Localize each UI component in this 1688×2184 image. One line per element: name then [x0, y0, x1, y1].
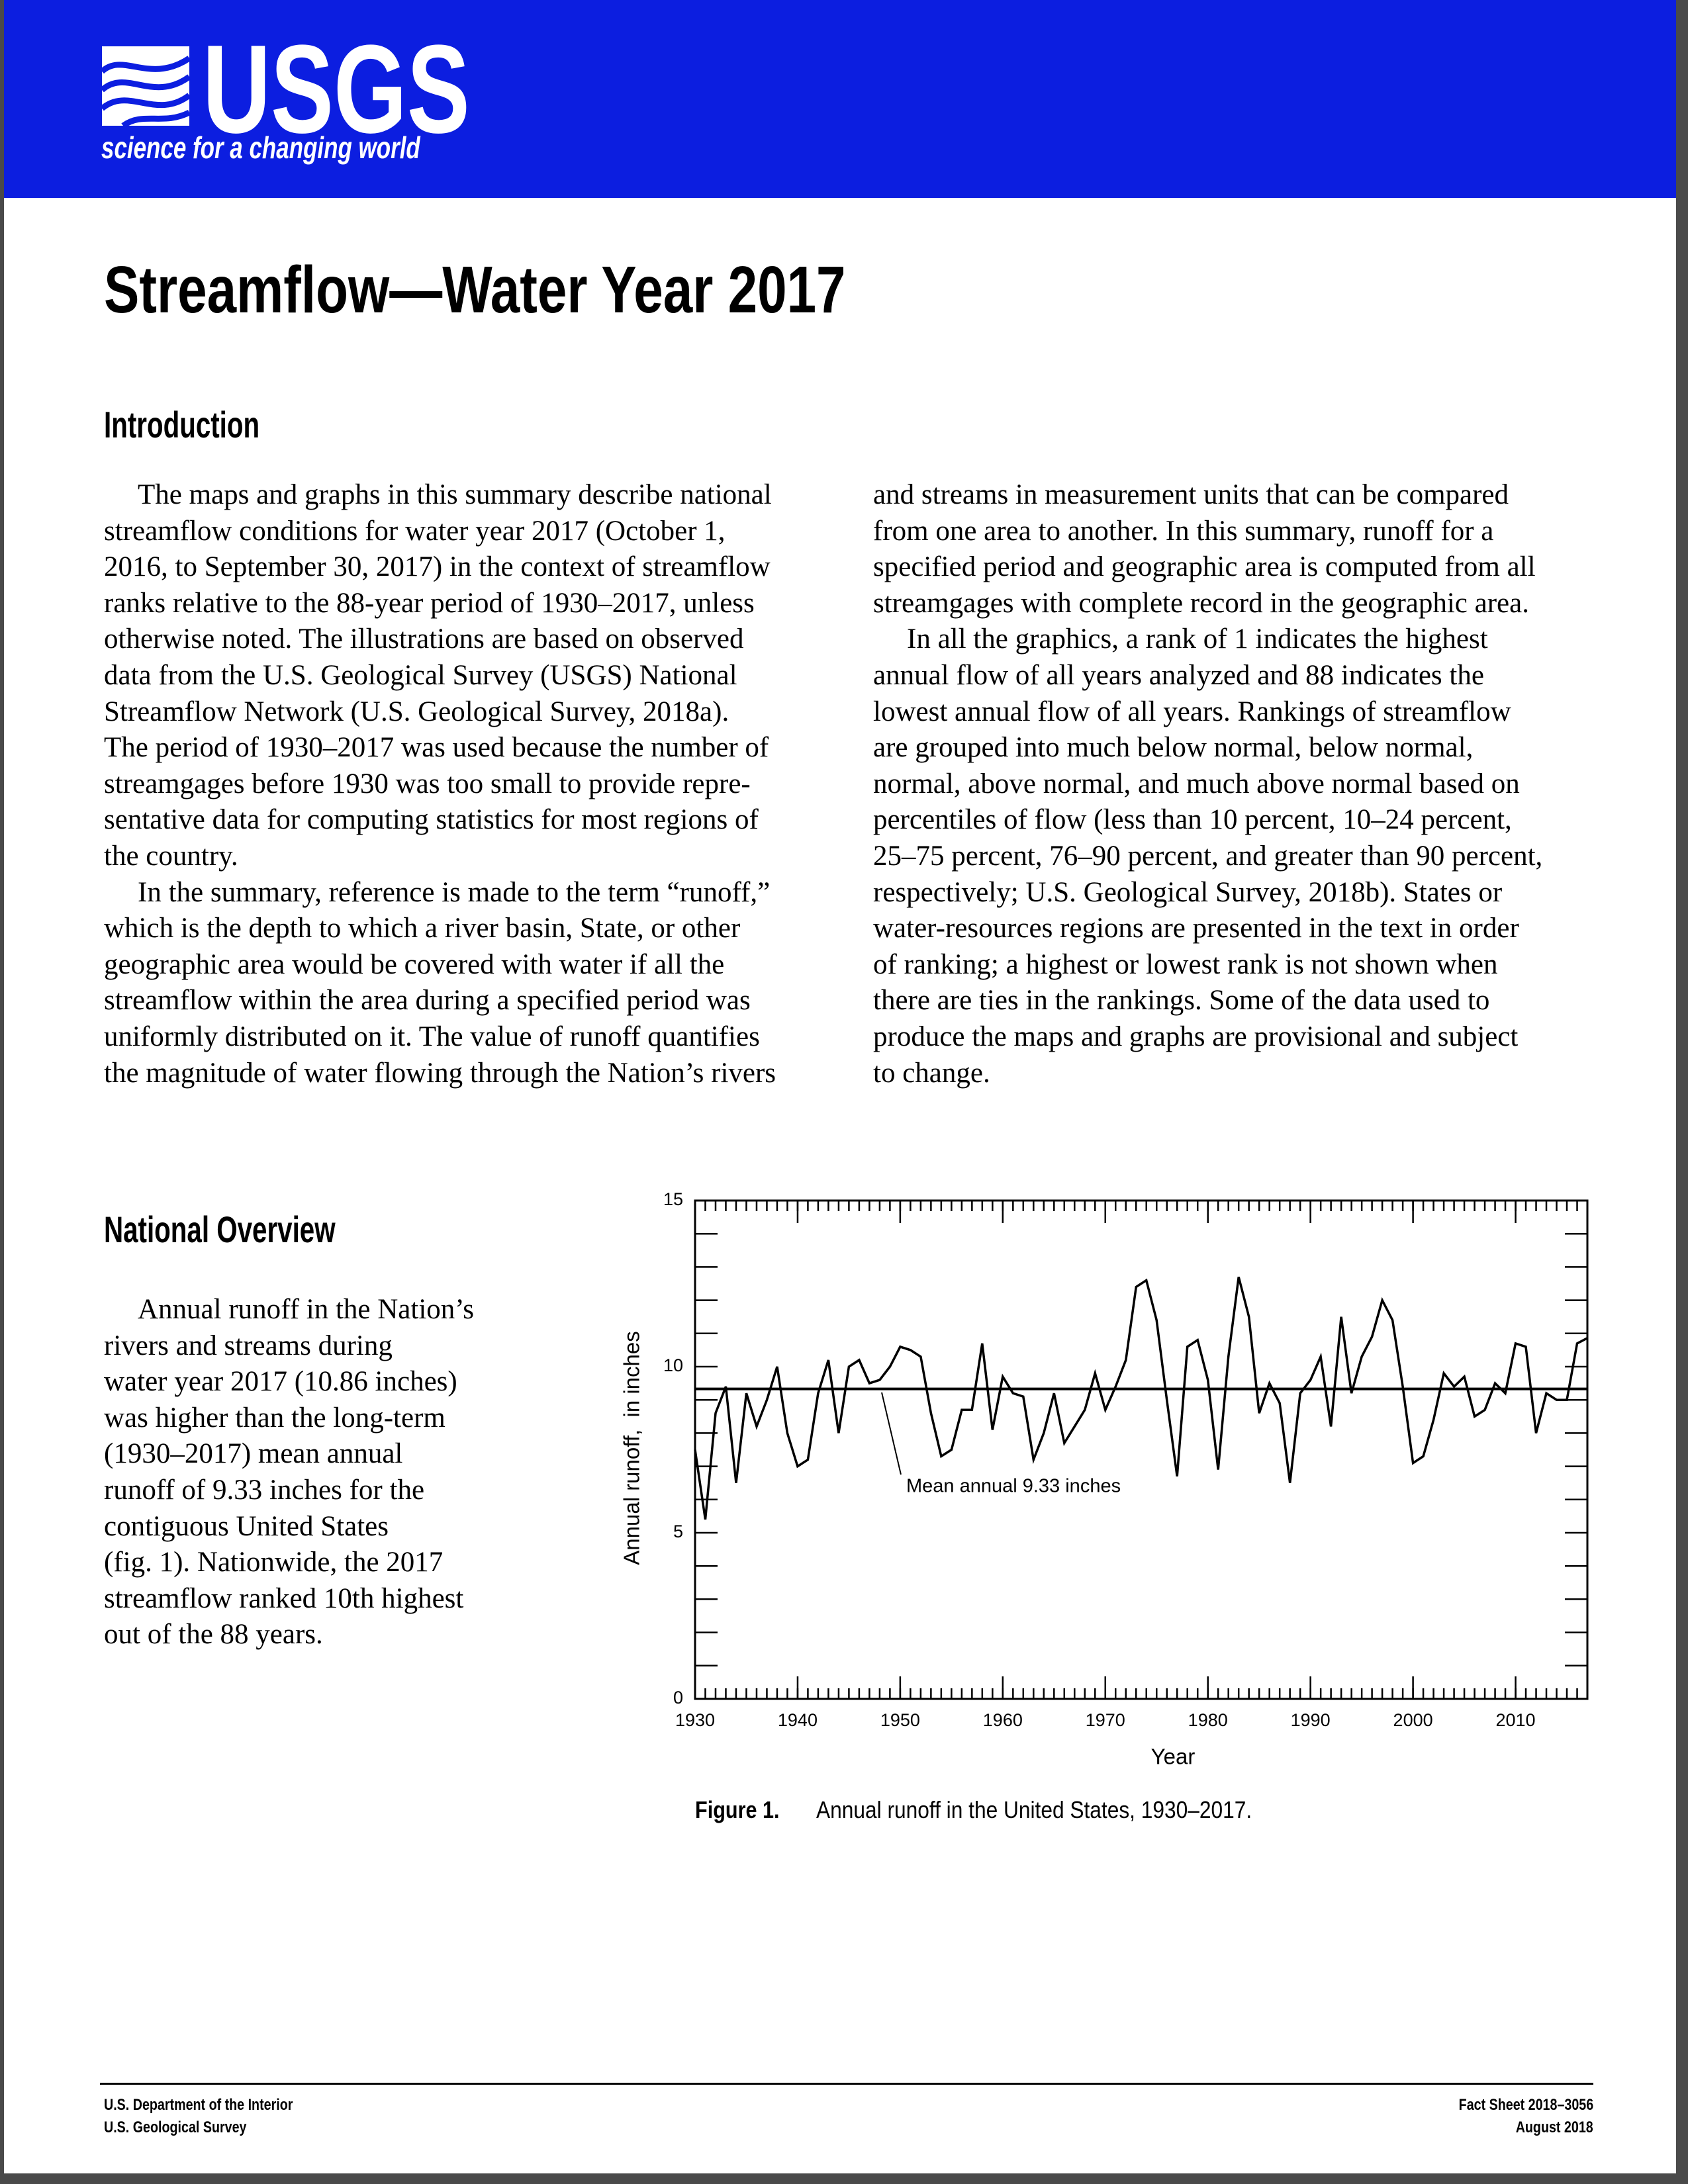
footer-rule	[100, 2083, 1593, 2085]
body-text-line: percentiles of flow (less than 10 percen…	[873, 804, 1512, 836]
body-text-line: of ranking; a highest or lowest rank is …	[873, 948, 1498, 980]
body-text-line: are grouped into much below normal, belo…	[873, 732, 1474, 764]
x-tick-label: 1930	[675, 1710, 715, 1730]
footer-text: August 2018	[1515, 2118, 1593, 2136]
annotation-leader	[881, 1392, 902, 1475]
body-text-line: water-resources regions are presented in…	[873, 913, 1519, 944]
x-tick-label: 1950	[880, 1710, 920, 1730]
chart: 1930 1940 1950 1960 1970 1980 1990 2000 2010 0 5 10…	[620, 1189, 1589, 1769]
body-text-line: streamgages with complete record in the …	[873, 587, 1529, 619]
body-text-line: uniformly distributed on it. The value o…	[104, 1021, 760, 1052]
header-banner: USGS science for a changing world	[4, 0, 1676, 198]
x-tick-label: 2010	[1496, 1710, 1536, 1730]
body-text-line: ranks relative to the 88-year period of …	[104, 587, 755, 619]
body-text-line: 2016, to September 30, 2017) in the cont…	[104, 551, 771, 583]
body-text-line: otherwise noted. The illustrations are b…	[104, 623, 744, 655]
x-axis-label: Year	[1151, 1745, 1196, 1769]
y-tick-label: 10	[663, 1355, 683, 1375]
body-text-line: runoff of 9.33 inches for the	[104, 1475, 425, 1506]
body-text-line: In all the graphics, a rank of 1 indicat…	[907, 623, 1488, 655]
body-text-line: data from the U.S. Geological Survey (US…	[104, 660, 737, 691]
x-tick-label: 2000	[1393, 1710, 1433, 1730]
section-heading: National Overview	[104, 1208, 336, 1250]
body-text-line: Annual runoff in the Nation’s	[138, 1294, 474, 1325]
body-text-line: respectively; U.S. Geological Survey, 20…	[873, 876, 1503, 908]
body-text-line: (1930–2017) mean annual	[104, 1438, 403, 1470]
page-title: Streamflow—Water Year 2017	[104, 253, 846, 327]
y-tick-label: 15	[663, 1189, 683, 1209]
body-text-line: annual flow of all years analyzed and 88…	[873, 660, 1484, 691]
body-text-line: normal, above normal, and much above nor…	[873, 768, 1520, 799]
body-text-line: and streams in measurement units that ca…	[873, 479, 1509, 510]
x-tick-label: 1960	[983, 1710, 1023, 1730]
section-heading: Introduction	[104, 404, 260, 445]
logo-text: USGS	[203, 19, 470, 159]
data-line	[694, 1277, 1588, 1520]
body-text-line: water year 2017 (10.86 inches)	[104, 1366, 457, 1398]
body-text-line: sentative data for computing statistics …	[104, 804, 759, 836]
annotation: Mean annual 9.33 inches	[906, 1476, 1121, 1497]
body-text-line: out of the 88 years.	[104, 1619, 323, 1651]
body-text-line: streamflow ranked 10th highest	[104, 1582, 464, 1614]
body-text-line: the magnitude of water flowing through t…	[104, 1057, 776, 1089]
body-text-line: 25–75 percent, 76–90 percent, and greate…	[873, 841, 1543, 872]
tagline: science for a changing world	[101, 130, 420, 165]
body-text-line: was higher than the long-term	[104, 1402, 445, 1433]
body-text-line: The maps and graphs in this summary desc…	[138, 479, 772, 510]
x-tick-label: 1970	[1086, 1710, 1125, 1730]
footer-text: U.S. Geological Survey	[104, 2118, 247, 2136]
x-tick-label: 1990	[1291, 1710, 1331, 1730]
body-text-line: lowest annual flow of all years. Ranking…	[873, 696, 1511, 727]
body-text-line: In the summary, reference is made to the…	[138, 876, 771, 908]
body-text-line: specified period and geographic area is …	[873, 551, 1536, 583]
body-text-line: The period of 1930–2017 was used because…	[104, 732, 769, 764]
y-axis-label: Annual runoff, in inches	[620, 1331, 644, 1565]
body-text-line: from one area to another. In this summar…	[873, 515, 1494, 547]
figure-label: Figure 1.	[695, 1796, 780, 1823]
y-tick-label: 5	[673, 1522, 683, 1541]
x-tick-label: 1940	[778, 1710, 818, 1730]
x-tick-label: 1980	[1188, 1710, 1228, 1730]
page: USGS science for a changing world Stream…	[4, 0, 1676, 2173]
body-text-line: to change.	[873, 1057, 990, 1089]
body-text-line: the country.	[104, 841, 238, 872]
body-text-line: geographic area would be covered with wa…	[104, 948, 725, 980]
body-text-line: there are ties in the rankings. Some of …	[873, 985, 1490, 1017]
logo-icon	[99, 46, 191, 128]
body-text-line: contiguous United States	[104, 1510, 389, 1542]
body-text-line: (fig. 1). Nationwide, the 2017	[104, 1547, 444, 1578]
footer-text: Fact Sheet 2018–3056	[1458, 2096, 1593, 2114]
body-text-line: which is the depth to which a river basi…	[104, 913, 741, 944]
body-text-line: streamgages before 1930 was too small to…	[104, 768, 751, 799]
body-text-line: rivers and streams during	[104, 1330, 393, 1361]
plot-frame	[694, 1199, 1589, 1700]
body-text-line: Streamflow Network (U.S. Geological Surv…	[104, 696, 729, 727]
figure-caption: Annual runoff in the United States, 1930…	[816, 1796, 1252, 1823]
body-text-line: streamflow within the area during a spec…	[104, 985, 751, 1017]
body-text-line: streamflow conditions for water year 201…	[104, 515, 726, 547]
y-tick-label: 0	[673, 1688, 683, 1707]
footer-text: U.S. Department of the Interior	[104, 2096, 293, 2114]
body-text-line: produce the maps and graphs are provisio…	[873, 1021, 1519, 1052]
